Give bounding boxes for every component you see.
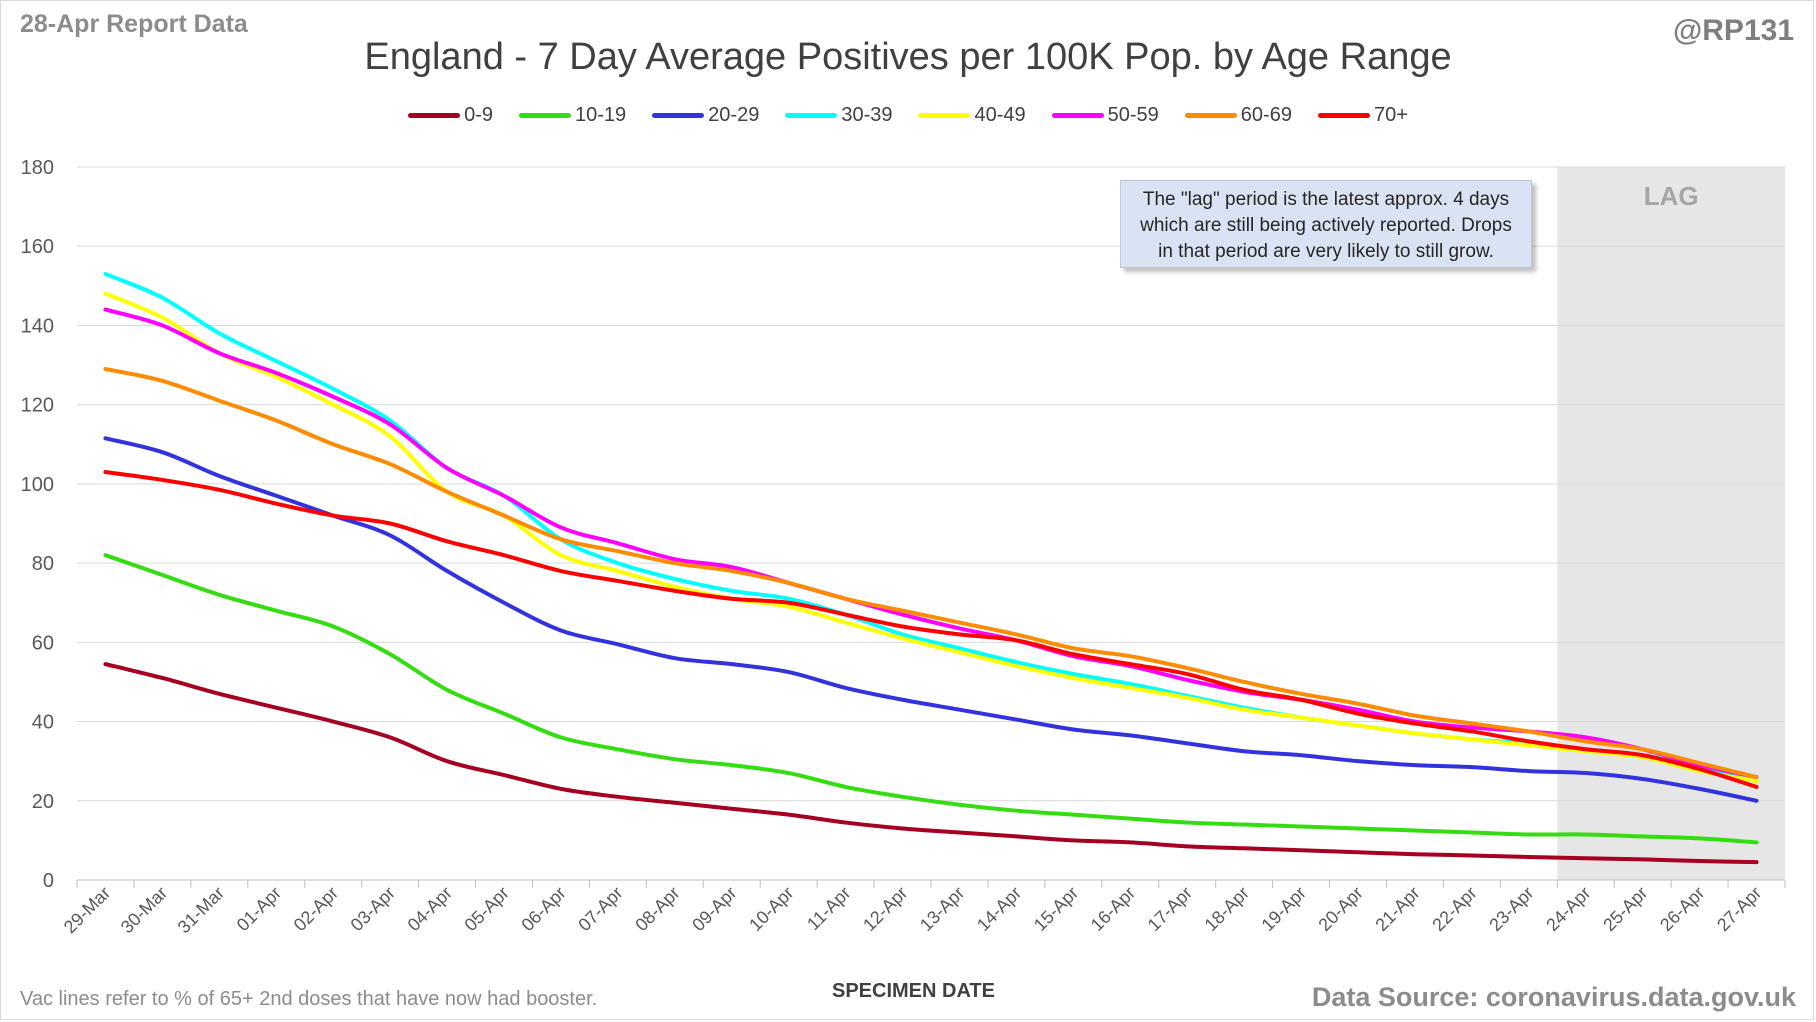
series-line-20-29 <box>103 436 1759 803</box>
legend-label: 30-39 <box>841 104 893 126</box>
x-tick-label: 24-Apr <box>1542 883 1594 935</box>
legend-label: 20-29 <box>708 104 760 126</box>
series-line-60-69 <box>103 367 1759 780</box>
x-tick-label: 11-Apr <box>803 883 854 934</box>
y-tick-label: 100 <box>21 474 54 496</box>
x-tick-label: 26-Apr <box>1656 883 1708 935</box>
series-line-40-49 <box>103 291 1759 783</box>
legend-swatch <box>1317 113 1370 118</box>
y-tick-label: 80 <box>32 553 54 575</box>
x-tick-label: 23-Apr <box>1485 883 1537 935</box>
x-tick-label: 02-Apr <box>290 883 342 935</box>
x-tick-label: 14-Apr <box>973 883 1025 935</box>
x-tick-label: 08-Apr <box>631 883 683 935</box>
legend-label: 40-49 <box>974 104 1026 126</box>
report-label: 28-Apr Report Data <box>20 10 248 38</box>
y-tick-label: 140 <box>21 315 54 337</box>
author-handle: @RP131 <box>1673 14 1794 47</box>
legend-item-70+: 70+ <box>1317 104 1408 127</box>
legend-label: 0-9 <box>464 104 494 126</box>
legend-label: 60-69 <box>1240 104 1292 126</box>
y-tick-label: 180 <box>21 157 54 179</box>
y-tick-label: 120 <box>21 395 54 417</box>
chart-legend: 0-9 10-19 20-29 30-39 40-49 50-59 60-69 70+ <box>0 104 1816 127</box>
x-tick-label: 01-Apr <box>233 883 285 935</box>
legend-item-50-59: 50-59 <box>1051 104 1159 127</box>
legend-swatch <box>519 113 572 118</box>
x-tick-label: 13-Apr <box>916 883 968 935</box>
legend-swatch <box>652 113 705 118</box>
lag-label: LAG <box>1644 181 1699 211</box>
series-line-0-9 <box>103 662 1759 865</box>
x-tick-label: 22-Apr <box>1428 883 1480 935</box>
y-tick-label: 160 <box>21 236 54 258</box>
x-tick-label: 15-Apr <box>1030 883 1082 935</box>
x-tick-label: 06-Apr <box>517 883 569 935</box>
legend-swatch <box>408 113 461 118</box>
x-tick-label: 16-Apr <box>1087 883 1139 935</box>
legend-item-60-69: 60-69 <box>1184 104 1292 127</box>
x-tick-label: 21-Apr <box>1371 883 1423 935</box>
legend-label: 50-59 <box>1107 104 1159 126</box>
legend-swatch <box>785 113 838 118</box>
legend-swatch <box>1184 113 1237 118</box>
x-tick-label: 18-Apr <box>1201 883 1253 935</box>
y-tick-label: 40 <box>32 712 54 734</box>
x-tick-label: 20-Apr <box>1314 883 1366 935</box>
lag-annotation: The "lag" period is the latest approx. 4… <box>1120 180 1532 268</box>
series-line-50-59 <box>103 307 1759 780</box>
x-tick-label: 17-Apr <box>1144 883 1196 935</box>
x-tick-label: 09-Apr <box>688 883 740 935</box>
y-tick-label: 60 <box>32 632 54 654</box>
series-line-70+ <box>103 470 1759 789</box>
x-tick-label: 03-Apr <box>347 883 399 935</box>
x-tick-label: 25-Apr <box>1599 883 1651 935</box>
x-axis-label: SPECIMEN DATE <box>832 980 995 1002</box>
x-tick-label: 12-Apr <box>859 883 911 935</box>
x-tick-label: 31-Mar <box>174 883 228 937</box>
legend-label: 70+ <box>1373 104 1408 126</box>
legend-swatch <box>1051 113 1104 118</box>
legend-label: 10-19 <box>575 104 627 126</box>
chart-title: England - 7 Day Average Positives per 10… <box>364 36 1452 78</box>
x-tick-label: 27-Apr <box>1713 883 1765 935</box>
y-tick-label: 20 <box>32 791 54 813</box>
legend-item-0-9: 0-9 <box>408 104 493 127</box>
legend-item-20-29: 20-29 <box>652 104 759 127</box>
data-source: Data Source: coronavirus.data.gov.uk <box>1311 982 1796 1012</box>
footnote: Vac lines refer to % of 65+ 2nd doses th… <box>20 988 598 1010</box>
x-tick-label: 29-Mar <box>60 883 114 937</box>
x-tick-label: 04-Apr <box>404 883 456 935</box>
x-tick-label: 07-Apr <box>574 883 626 935</box>
y-tick-label: 0 <box>43 870 54 892</box>
x-tick-label: 10-Apr <box>745 883 797 935</box>
legend-swatch <box>918 113 971 118</box>
x-tick-label: 05-Apr <box>460 883 512 935</box>
x-tick-label: 30-Mar <box>117 883 171 937</box>
legend-item-10-19: 10-19 <box>519 104 626 127</box>
legend-item-40-49: 40-49 <box>918 104 1026 127</box>
series-line-10-19 <box>103 553 1759 845</box>
x-tick-label: 19-Apr <box>1258 883 1310 935</box>
legend-item-30-39: 30-39 <box>785 104 892 127</box>
